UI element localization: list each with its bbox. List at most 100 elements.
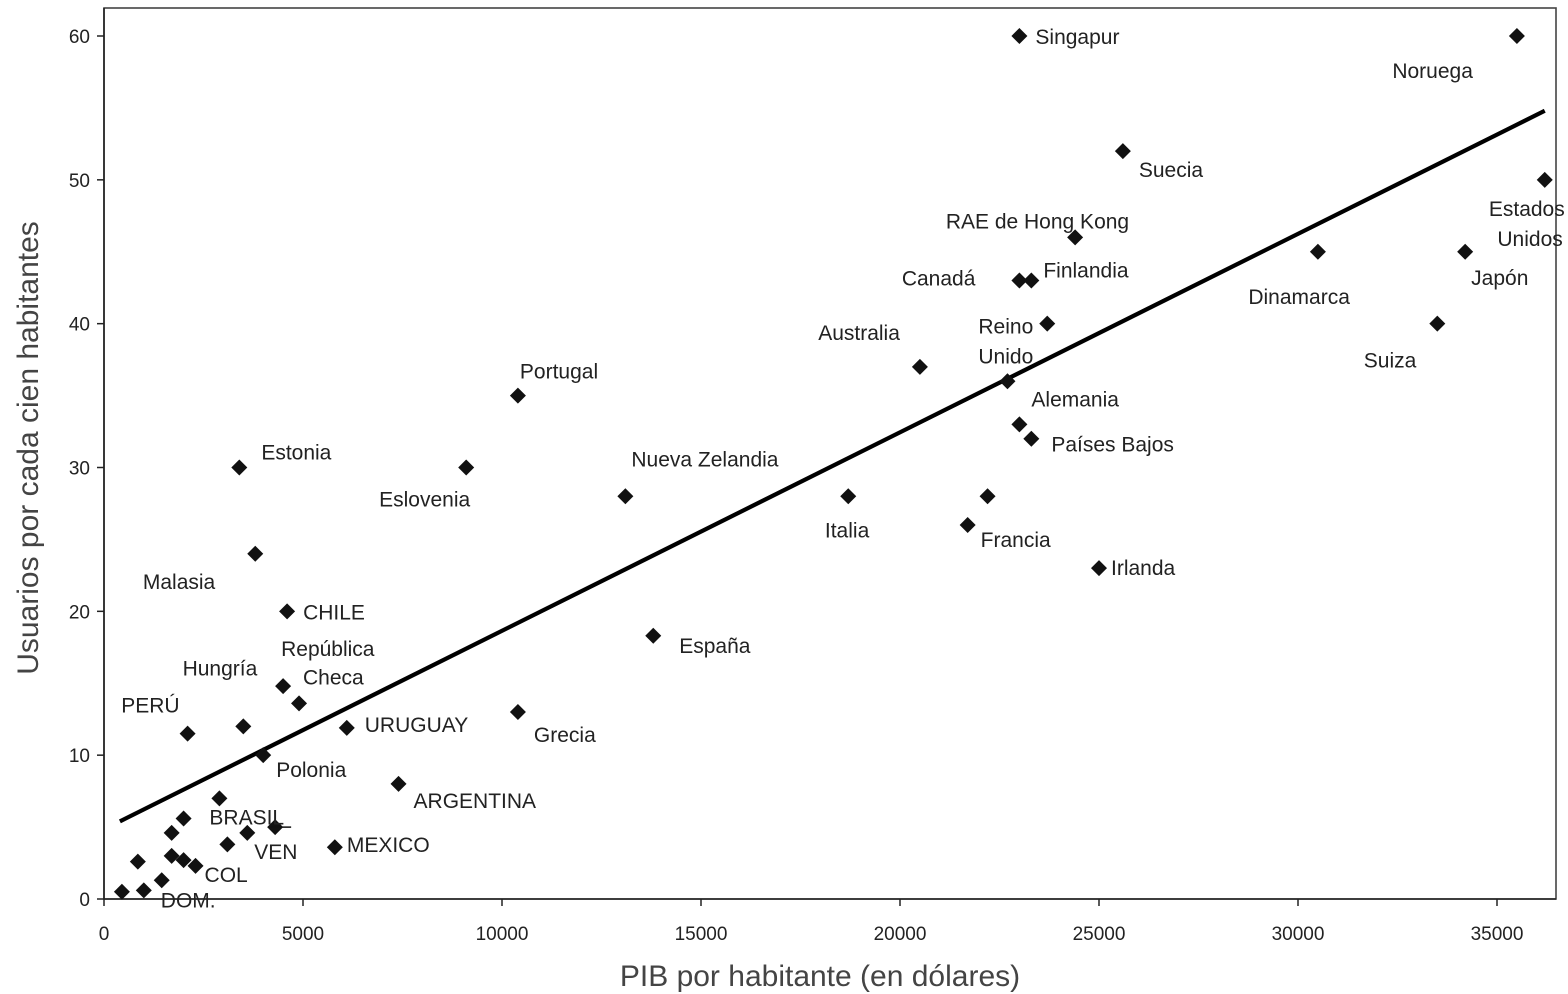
point-label: Dinamarca: [1248, 286, 1350, 309]
data-point: [129, 853, 146, 870]
data-point: [175, 810, 192, 827]
data-point: [153, 872, 170, 889]
point-label: PERÚ: [121, 695, 179, 718]
point-label: Australia: [818, 322, 900, 345]
data-point: [1011, 416, 1028, 433]
point-label: RAE de Hong Kong: [946, 210, 1129, 233]
data-point: [179, 725, 196, 742]
data-point: [255, 747, 272, 764]
y-tick-label: 20: [69, 602, 90, 623]
point-label: Canadá: [902, 268, 976, 291]
point-label: Países Bajos: [1051, 434, 1174, 457]
x-tick-label: 10000: [476, 924, 529, 945]
point-label: Suecia: [1139, 159, 1204, 182]
point-label: Francia: [981, 529, 1051, 552]
data-point: [509, 387, 526, 404]
data-point: [999, 373, 1016, 390]
data-point: [326, 839, 343, 856]
data-point: [187, 857, 204, 874]
y-tick-label: 10: [69, 746, 90, 767]
axis-ticks: 0 5000 10000 15000 20000 25000 30000 35000 0 10 20…: [69, 27, 1524, 945]
point-label: Portugal: [520, 361, 598, 384]
data-point: [1457, 243, 1474, 260]
data-point: [617, 488, 634, 505]
point-label: Nueva Zelandia: [631, 448, 778, 471]
point-label: España: [679, 635, 751, 658]
point-label: Italia: [825, 519, 870, 542]
data-point: [390, 775, 407, 792]
x-tick-label: 25000: [1073, 924, 1126, 945]
data-point: [1309, 243, 1326, 260]
point-labels: Singapur Noruega Suecia Estados Unidos RAE de…: [121, 26, 1565, 912]
trend-line: [118, 108, 1546, 824]
point-label: MEXICO: [347, 834, 430, 857]
x-tick-label: 35000: [1471, 924, 1524, 945]
data-point: [1011, 28, 1028, 44]
point-label: Finlandia: [1043, 260, 1129, 283]
data-point: [211, 790, 228, 807]
data-point: [239, 824, 256, 841]
point-label: URUGUAY: [365, 714, 468, 737]
data-point: [235, 718, 252, 735]
data-point: [979, 488, 996, 505]
data-point: [291, 695, 308, 712]
data-point: [135, 882, 152, 899]
y-tick-label: 30: [69, 459, 90, 480]
x-axis-title: PIB por habitante (en dólares): [620, 960, 1020, 993]
data-point: [1067, 229, 1084, 246]
point-label: Unidos: [1497, 228, 1562, 251]
x-tick-label: 15000: [675, 924, 728, 945]
data-point: [645, 627, 662, 644]
data-point: [338, 719, 355, 736]
data-point: [163, 824, 180, 841]
data-point: [1023, 430, 1040, 447]
data-points: [113, 28, 1553, 900]
data-point: [1039, 315, 1056, 332]
data-point: [163, 847, 180, 864]
point-label: VEN: [254, 841, 297, 864]
point-label: Grecia: [534, 724, 596, 747]
point-label: Hungría: [183, 657, 258, 680]
data-point: [275, 678, 292, 695]
y-tick-label: 60: [69, 27, 90, 48]
point-label: Polonia: [276, 759, 346, 782]
data-point: [279, 603, 296, 620]
x-tick-label: 30000: [1272, 924, 1325, 945]
data-point: [911, 358, 928, 375]
data-point: [113, 883, 130, 900]
x-tick-label: 5000: [282, 924, 324, 945]
data-point: [219, 836, 236, 853]
data-point: [175, 852, 192, 869]
data-point: [959, 517, 976, 534]
data-point: [247, 545, 264, 562]
point-label: Unido: [978, 346, 1033, 369]
x-tick-label: 20000: [874, 924, 927, 945]
data-point: [458, 459, 475, 476]
point-label: Estonia: [261, 442, 331, 465]
point-label: DOM.: [161, 889, 216, 912]
data-point: [231, 459, 248, 476]
point-label: Irlanda: [1111, 557, 1176, 580]
point-label: Japón: [1471, 267, 1528, 290]
point-label: BRASIL: [209, 806, 284, 829]
point-label: Eslovenia: [379, 489, 470, 512]
point-label: Estados: [1489, 198, 1565, 221]
point-label: Malasia: [143, 571, 216, 594]
data-point: [1429, 315, 1446, 332]
x-tick-label: 0: [99, 924, 110, 945]
data-point: [1023, 272, 1040, 289]
y-tick-label: 50: [69, 171, 90, 192]
y-tick-label: 40: [69, 315, 90, 336]
data-point: [1011, 272, 1028, 289]
data-point: [1508, 28, 1525, 44]
point-label: Noruega: [1392, 60, 1473, 83]
y-axis-title: Usuarios por cada cien habitantes: [12, 221, 45, 675]
point-label: CHILE: [303, 601, 365, 624]
data-point: [1536, 171, 1553, 188]
point-label: Reino: [978, 316, 1033, 339]
data-point: [509, 704, 526, 721]
point-label: COL: [205, 864, 248, 887]
data-point: [1091, 560, 1107, 577]
point-label: Alemania: [1031, 388, 1119, 411]
data-point: [1114, 143, 1131, 160]
